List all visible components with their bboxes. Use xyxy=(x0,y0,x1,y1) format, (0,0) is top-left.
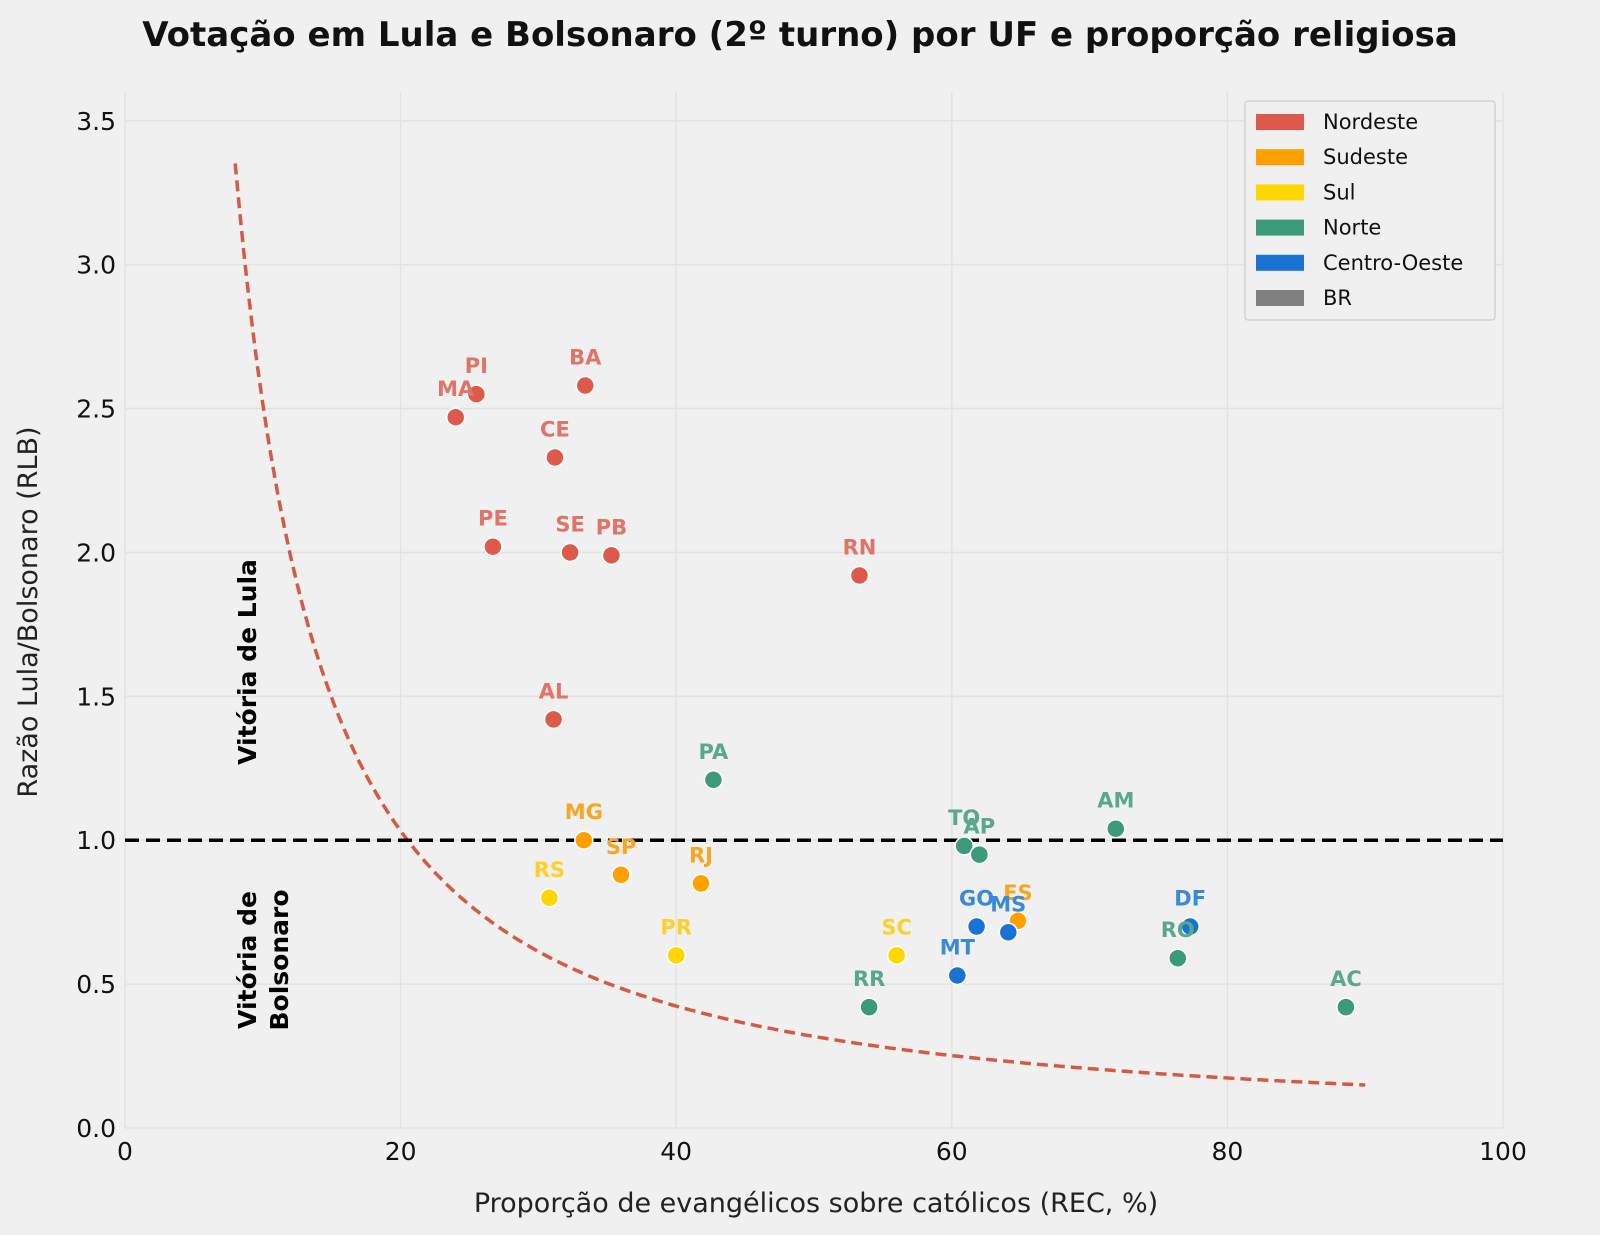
legend-swatch-sul xyxy=(1256,184,1304,201)
legend-label-centro-oeste: Centro-Oeste xyxy=(1323,251,1463,275)
point-ma xyxy=(445,407,466,427)
point-sc xyxy=(886,945,907,966)
y-ticks: 0.0 0.5 1.0 1.5 2.0 2.5 3.0 3.5 xyxy=(76,107,116,1143)
y-tick-label: 3.0 xyxy=(76,251,116,280)
legend-label-sudeste: Sudeste xyxy=(1323,145,1408,169)
point-rs xyxy=(539,888,560,908)
point-label-ac: AC xyxy=(1330,967,1362,991)
x-tick-label: 20 xyxy=(385,1137,417,1166)
point-ro xyxy=(1168,948,1188,968)
legend-label-br: BR xyxy=(1323,286,1352,310)
legend-swatch-centro-oeste xyxy=(1256,254,1304,271)
y-axis-label: Razão Lula/Bolsonaro (RLB) xyxy=(13,426,44,797)
point-pa xyxy=(703,770,724,790)
point-mg xyxy=(574,830,594,850)
legend: Nordeste Sudeste Sul Norte Centro-Oeste BR xyxy=(1244,100,1496,321)
legend-label-norte: Norte xyxy=(1323,216,1381,240)
point-rn xyxy=(849,565,870,586)
chart-title: Votação em Lula e Bolsonaro (2º turno) p… xyxy=(142,15,1458,55)
point-label-pr: PR xyxy=(660,915,692,939)
y-tick-label: 3.5 xyxy=(76,107,116,136)
point-label-df: DF xyxy=(1174,887,1206,911)
point-label-sc: SC xyxy=(881,915,912,939)
point-rj xyxy=(691,873,711,894)
point-pe xyxy=(483,536,503,557)
point-ba xyxy=(575,375,596,396)
point-label-ap: AP xyxy=(964,815,996,839)
x-axis-label: Proporção de evangélicos sobre católicos… xyxy=(474,1188,1158,1219)
point-label-am: AM xyxy=(1097,789,1134,813)
point-label-rj: RJ xyxy=(689,843,713,867)
point-label-al: AL xyxy=(539,679,569,703)
point-label-pa: PA xyxy=(699,740,729,764)
point-label-rn: RN xyxy=(843,535,877,559)
y-tick-label: 2.0 xyxy=(76,538,116,567)
point-pi xyxy=(466,384,487,404)
point-ac xyxy=(1336,997,1356,1017)
point-label-rs: RS xyxy=(534,858,565,882)
point-label-pi: PI xyxy=(465,354,488,378)
point-pr xyxy=(666,945,686,966)
point-al xyxy=(543,709,564,730)
y-tick-label: 1.5 xyxy=(76,682,116,711)
point-ce xyxy=(545,447,565,468)
point-go xyxy=(966,916,987,937)
fit-curve xyxy=(233,163,1366,1087)
point-label-se: SE xyxy=(555,512,584,536)
point-sp xyxy=(611,865,631,885)
annotation-lula: Vitória de Lula xyxy=(233,559,262,765)
legend-label-sul: Sul xyxy=(1323,180,1355,204)
point-label-rr: RR xyxy=(853,967,885,991)
point-label-ba: BA xyxy=(569,346,602,370)
point-label-mg: MG xyxy=(565,800,603,824)
point-to xyxy=(954,836,974,856)
point-label-pb: PB xyxy=(596,515,627,539)
legend-swatch-sudeste xyxy=(1256,149,1304,166)
point-label-mt: MT xyxy=(940,935,976,959)
x-tick-label: 60 xyxy=(936,1137,968,1166)
point-am xyxy=(1106,818,1126,839)
point-mt xyxy=(947,965,968,986)
legend-swatch-nordeste xyxy=(1256,114,1304,130)
point-label-pe: PE xyxy=(478,507,508,531)
point-ap xyxy=(969,844,990,865)
y-tick-label: 2.5 xyxy=(76,395,116,424)
point-label-ro: RO xyxy=(1161,918,1195,942)
x-tick-label: 40 xyxy=(660,1137,692,1166)
legend-swatch-br xyxy=(1256,290,1304,306)
legend-label-nordeste: Nordeste xyxy=(1323,110,1418,134)
point-se xyxy=(560,542,580,563)
x-ticks: 0 20 40 60 80 100 xyxy=(117,1137,1527,1166)
point-label-es: ES xyxy=(1003,881,1032,905)
x-tick-label: 100 xyxy=(1479,1137,1527,1166)
fit-curve-line xyxy=(233,163,1366,1087)
point-ms xyxy=(998,922,1019,943)
point-label-ma: MA xyxy=(437,377,475,401)
legend-swatch-norte xyxy=(1256,219,1304,236)
point-label-ce: CE xyxy=(540,417,570,441)
point-label-sp: SP xyxy=(606,835,637,859)
point-pb xyxy=(601,545,622,566)
point-rr xyxy=(859,997,879,1017)
x-tick-label: 0 xyxy=(117,1137,133,1166)
annotation-bolsonaro-line2: Bolsonaro xyxy=(265,889,294,1030)
y-tick-label: 1.0 xyxy=(76,826,116,855)
point-label-go: GO xyxy=(959,887,994,911)
y-tick-label: 0.0 xyxy=(76,1114,116,1143)
points xyxy=(445,375,1356,1017)
point-label-to: TO xyxy=(948,806,980,830)
y-tick-label: 0.5 xyxy=(76,970,116,999)
point-label-ms: MS xyxy=(990,892,1026,916)
legend-frame xyxy=(1244,100,1496,321)
annotation-bolsonaro-line1: Vitória de xyxy=(233,891,262,1029)
point-df xyxy=(1180,916,1200,937)
x-tick-label: 80 xyxy=(1211,1137,1243,1166)
